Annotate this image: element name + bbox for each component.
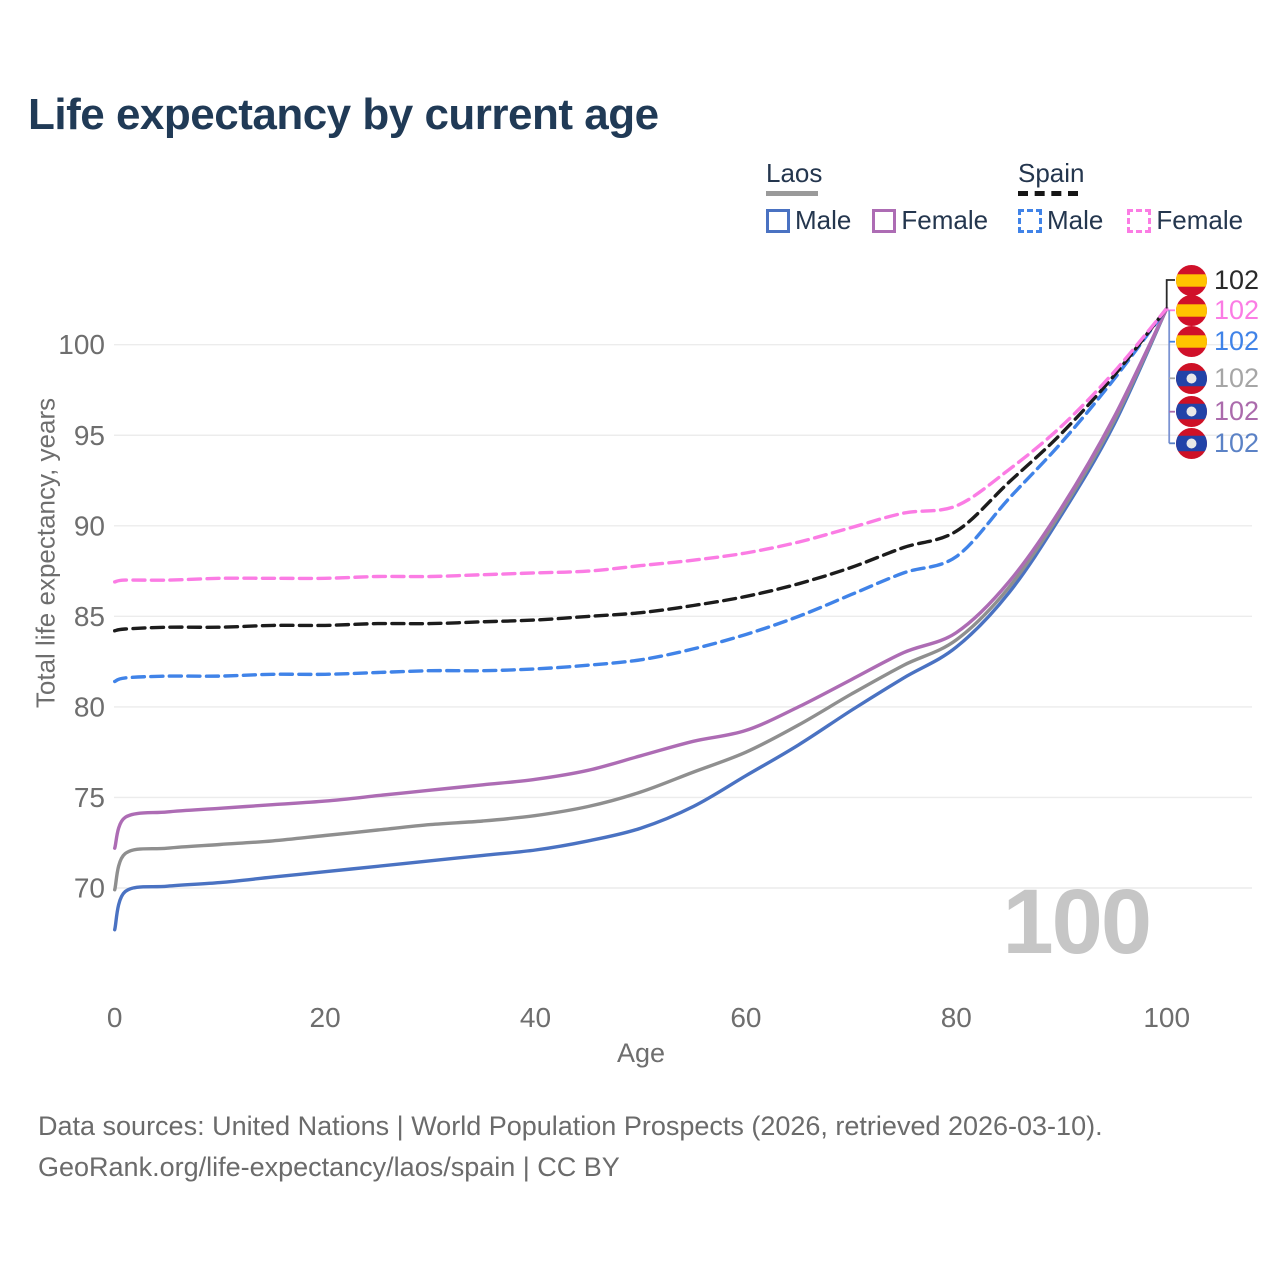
attribution-line: GeoRank.org/life-expectancy/laos/spain |… bbox=[38, 1152, 620, 1182]
series-line-laos-male bbox=[113, 306, 1169, 932]
laos-flag-icon bbox=[1176, 396, 1207, 428]
laos-male-swatch bbox=[766, 208, 790, 233]
page-title: Life expectancy by current age bbox=[28, 90, 659, 139]
laos-flag-icon bbox=[1176, 427, 1207, 459]
y-tick-label-90: 90 bbox=[74, 510, 105, 541]
y-tick-label-100: 100 bbox=[58, 329, 105, 360]
x-tick-label-80: 80 bbox=[941, 1002, 972, 1033]
spain-flag-icon bbox=[1176, 264, 1207, 296]
y-tick-label-80: 80 bbox=[74, 691, 105, 722]
laos-female-swatch bbox=[872, 208, 897, 233]
y-tick-label-95: 95 bbox=[74, 420, 105, 451]
end-label-value: 102 bbox=[1214, 294, 1260, 325]
legend-spain-female-label: Female bbox=[1156, 205, 1244, 235]
y-tick-label-75: 75 bbox=[74, 782, 105, 813]
end-label-value: 102 bbox=[1214, 362, 1260, 393]
end-label-connector bbox=[1165, 279, 1175, 309]
end-label-row-laos-female: 102 bbox=[1176, 396, 1259, 428]
spain-flag-icon bbox=[1176, 294, 1207, 326]
x-tick-label-0: 0 bbox=[107, 1002, 123, 1033]
series-line-spain-female bbox=[113, 306, 1169, 584]
end-label-value: 102 bbox=[1214, 427, 1260, 458]
end-label-row-laos-both-sexes: 102 bbox=[1176, 362, 1259, 394]
end-label-value: 102 bbox=[1214, 264, 1260, 295]
data-sources-line: Data sources: United Nations | World Pop… bbox=[38, 1111, 1103, 1141]
x-axis-title: Age bbox=[616, 1038, 666, 1068]
x-tick-label-20: 20 bbox=[310, 1002, 341, 1033]
y-tick-label-70: 70 bbox=[74, 873, 105, 904]
x-tick-label-60: 60 bbox=[730, 1002, 761, 1033]
x-tick-label-100: 100 bbox=[1143, 1002, 1190, 1033]
end-label-value: 102 bbox=[1214, 396, 1260, 427]
legend-laos-female-label: Female bbox=[901, 205, 989, 235]
laos-solid-line-swatch bbox=[766, 191, 818, 196]
legend-group-spain: Spain Male Female bbox=[1018, 158, 1243, 236]
series-line-spain-male bbox=[113, 306, 1169, 684]
series-line-laos-both-sexes bbox=[113, 306, 1169, 892]
spain-dashed-line-swatch bbox=[1018, 191, 1078, 196]
y-tick-label-85: 85 bbox=[74, 601, 105, 632]
laos-flag-icon bbox=[1176, 362, 1207, 394]
current-age-watermark: 100 bbox=[1002, 871, 1152, 973]
legend-spain-male-label: Male bbox=[1047, 205, 1104, 235]
spain-male-swatch bbox=[1018, 208, 1042, 233]
end-label-value: 102 bbox=[1214, 326, 1260, 357]
y-axis-title: Total life expectancy, years bbox=[30, 397, 61, 709]
end-label-row-spain-both-sexes: 102 bbox=[1176, 264, 1259, 296]
spain-flag-icon bbox=[1176, 326, 1207, 358]
spain-female-swatch bbox=[1127, 208, 1152, 233]
series-line-spain-both-sexes bbox=[113, 306, 1169, 633]
end-label-row-laos-male: 102 bbox=[1176, 427, 1259, 459]
legend-group-laos: Laos Male Female bbox=[766, 158, 988, 236]
legend-laos-male-label: Male bbox=[795, 205, 852, 235]
legend-laos-title: Laos bbox=[766, 158, 823, 188]
end-label-row-spain-male: 102 bbox=[1176, 326, 1259, 358]
series-line-laos-female bbox=[113, 306, 1169, 850]
footer: Data sources: United Nations | World Pop… bbox=[38, 1106, 1103, 1188]
end-label-row-spain-female: 102 bbox=[1176, 294, 1259, 326]
x-tick-label-40: 40 bbox=[520, 1002, 551, 1033]
legend-spain-title: Spain bbox=[1018, 158, 1085, 188]
